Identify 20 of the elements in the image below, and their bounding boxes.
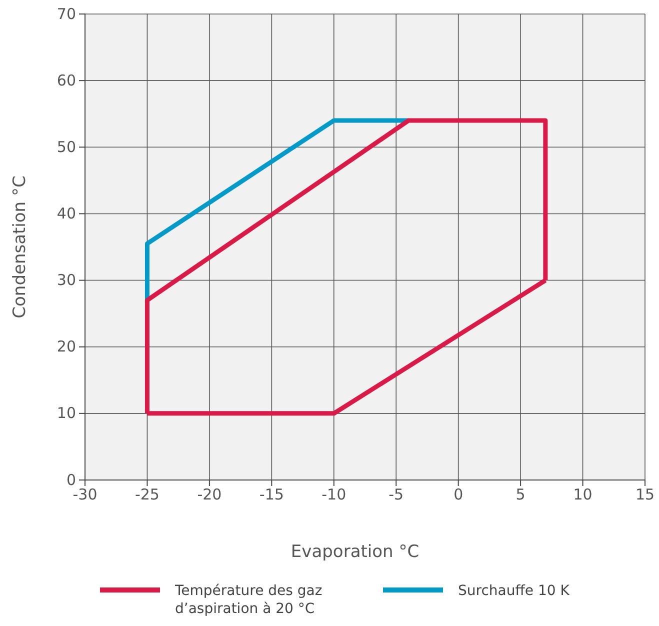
y-tick-label: 30 xyxy=(56,271,76,290)
x-tick-label: -15 xyxy=(259,486,284,504)
x-tick-label: -5 xyxy=(388,486,404,504)
x-tick-label: 15 xyxy=(635,486,655,504)
y-tick-label: 70 xyxy=(56,4,76,23)
y-tick-label: 40 xyxy=(56,204,76,223)
x-tick-label: 0 xyxy=(454,486,464,504)
x-tick-label: -25 xyxy=(134,486,160,504)
legend-label: Surchauffe 10 K xyxy=(458,583,570,599)
y-axis-title: Condensation °C xyxy=(10,176,30,318)
y-tick-label: 10 xyxy=(56,404,76,422)
x-tick-label: -20 xyxy=(197,486,222,504)
x-tick-label: 5 xyxy=(516,486,526,504)
legend-label: Température des gaz d’aspiration à 20 °C xyxy=(174,583,322,617)
y-tick-label: 60 xyxy=(56,71,76,90)
x-tick-label: 10 xyxy=(573,486,592,504)
y-tick-label: 20 xyxy=(56,338,76,356)
x-tick-label: -10 xyxy=(322,486,346,504)
y-tick-label: 50 xyxy=(56,138,76,156)
x-axis-title: Evaporation °C xyxy=(290,542,420,562)
